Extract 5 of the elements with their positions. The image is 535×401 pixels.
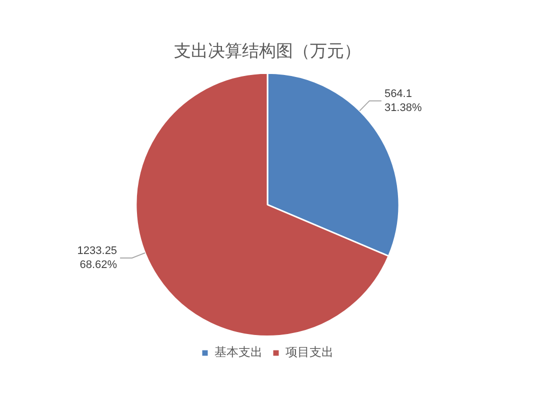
legend-label: 项目支出	[286, 345, 334, 360]
chart-title: 支出决算结构图（万元）	[174, 42, 361, 62]
data-label: 564.1 31.38%	[384, 88, 422, 114]
legend-label: 基本支出	[214, 345, 262, 360]
data-label: 1233.25 68.62%	[77, 245, 118, 272]
